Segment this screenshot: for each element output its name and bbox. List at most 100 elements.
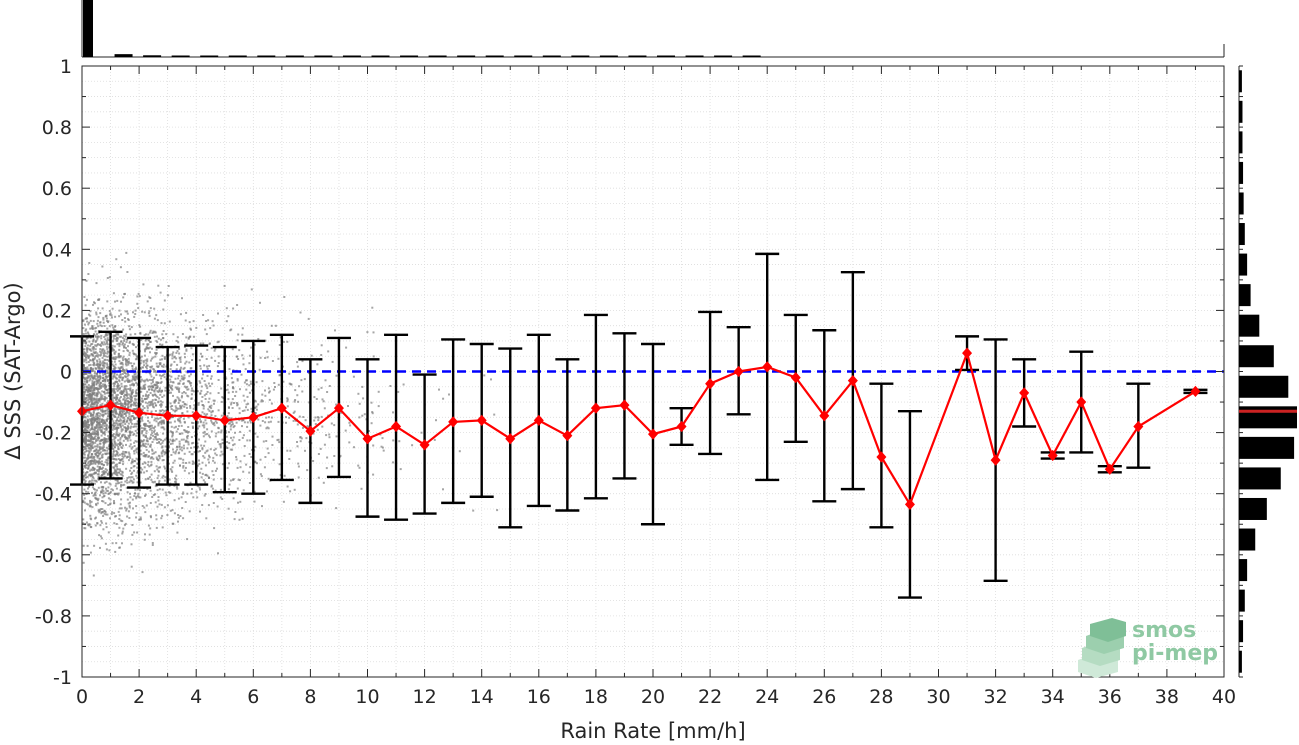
scatter-point — [249, 421, 252, 424]
scatter-point — [398, 440, 401, 443]
scatter-point — [115, 482, 118, 485]
scatter-point — [163, 356, 166, 358]
scatter-point — [171, 435, 174, 438]
scatter-point — [237, 478, 240, 481]
scatter-point — [120, 403, 123, 405]
scatter-point — [198, 463, 201, 466]
scatter-point — [116, 451, 119, 454]
scatter-point — [225, 445, 228, 448]
scatter-point — [145, 448, 148, 451]
scatter-point — [185, 431, 188, 433]
scatter-point — [84, 304, 87, 307]
scatter-point — [142, 443, 145, 446]
scatter-point — [97, 497, 100, 500]
scatter-point — [139, 325, 142, 328]
scatter-point — [125, 388, 128, 391]
scatter-point — [82, 561, 85, 564]
scatter-point — [200, 385, 203, 388]
scatter-point — [177, 382, 180, 385]
scatter-point — [136, 295, 139, 298]
scatter-point — [84, 438, 87, 441]
scatter-point — [458, 450, 461, 453]
scatter-point — [96, 415, 99, 418]
scatter-point — [119, 396, 122, 398]
scatter-point — [90, 468, 93, 471]
scatter-point — [166, 514, 169, 516]
scatter-point — [186, 538, 189, 541]
scatter-point — [100, 431, 103, 433]
scatter-point — [92, 376, 95, 379]
scatter-point — [142, 405, 144, 408]
scatter-point — [226, 388, 229, 391]
scatter-point — [270, 324, 273, 327]
scatter-point — [185, 370, 188, 373]
scatter-point — [98, 470, 100, 473]
scatter-point — [124, 423, 127, 425]
scatter-point — [92, 460, 95, 463]
scatter-point — [92, 303, 94, 306]
scatter-point — [232, 444, 235, 447]
scatter-point — [104, 542, 107, 545]
scatter-point — [126, 515, 129, 518]
scatter-point — [93, 398, 96, 401]
scatter-point — [231, 386, 234, 389]
scatter-point — [140, 378, 143, 381]
scatter-point — [206, 367, 209, 370]
scatter-point — [82, 544, 85, 547]
scatter-point — [129, 421, 132, 424]
scatter-point — [112, 292, 115, 295]
scatter-point — [121, 402, 124, 405]
scatter-point — [191, 488, 193, 490]
scatter-point — [320, 354, 323, 356]
scatter-point — [145, 393, 147, 396]
scatter-point — [216, 467, 218, 470]
scatter-point — [246, 408, 249, 411]
scatter-point — [220, 450, 223, 453]
scatter-point — [126, 419, 129, 422]
scatter-point — [128, 415, 131, 418]
scatter-point — [172, 333, 175, 336]
scatter-point — [169, 438, 172, 441]
scatter-point — [124, 358, 127, 361]
scatter-point — [243, 409, 246, 412]
scatter-point — [96, 355, 99, 358]
scatter-point — [158, 503, 161, 506]
scatter-point — [85, 502, 88, 505]
scatter-point — [93, 403, 96, 406]
scatter-point — [266, 490, 268, 493]
scatter-point — [91, 441, 94, 444]
scatter-point — [323, 443, 326, 446]
scatter-point — [107, 436, 110, 439]
scatter-point — [246, 439, 249, 442]
scatter-point — [201, 411, 204, 414]
scatter-point — [133, 445, 136, 447]
scatter-point — [86, 347, 88, 350]
scatter-point — [208, 406, 211, 408]
scatter-point — [89, 504, 92, 507]
scatter-point — [83, 415, 86, 418]
scatter-point — [86, 458, 89, 461]
scatter-point — [122, 355, 125, 358]
scatter-point — [163, 506, 166, 509]
x-tick-label: 30 — [926, 686, 950, 708]
scatter-point — [122, 456, 125, 459]
scatter-point — [128, 411, 131, 414]
scatter-point — [102, 447, 105, 450]
scatter-point — [150, 433, 153, 436]
scatter-point — [85, 447, 87, 450]
scatter-point — [159, 358, 162, 361]
scatter-point — [230, 423, 233, 426]
scatter-point — [223, 284, 226, 287]
scatter-point — [222, 397, 225, 400]
logo-text-smos: smos — [1132, 618, 1196, 643]
scatter-point — [93, 493, 96, 496]
scatter-point — [89, 404, 92, 407]
scatter-point — [95, 313, 98, 316]
scatter-point — [167, 445, 170, 448]
scatter-point — [334, 329, 336, 332]
scatter-point — [89, 390, 92, 392]
scatter-point — [95, 516, 97, 519]
scatter-point — [178, 457, 181, 460]
scatter-point — [296, 423, 299, 426]
scatter-point — [248, 362, 251, 365]
